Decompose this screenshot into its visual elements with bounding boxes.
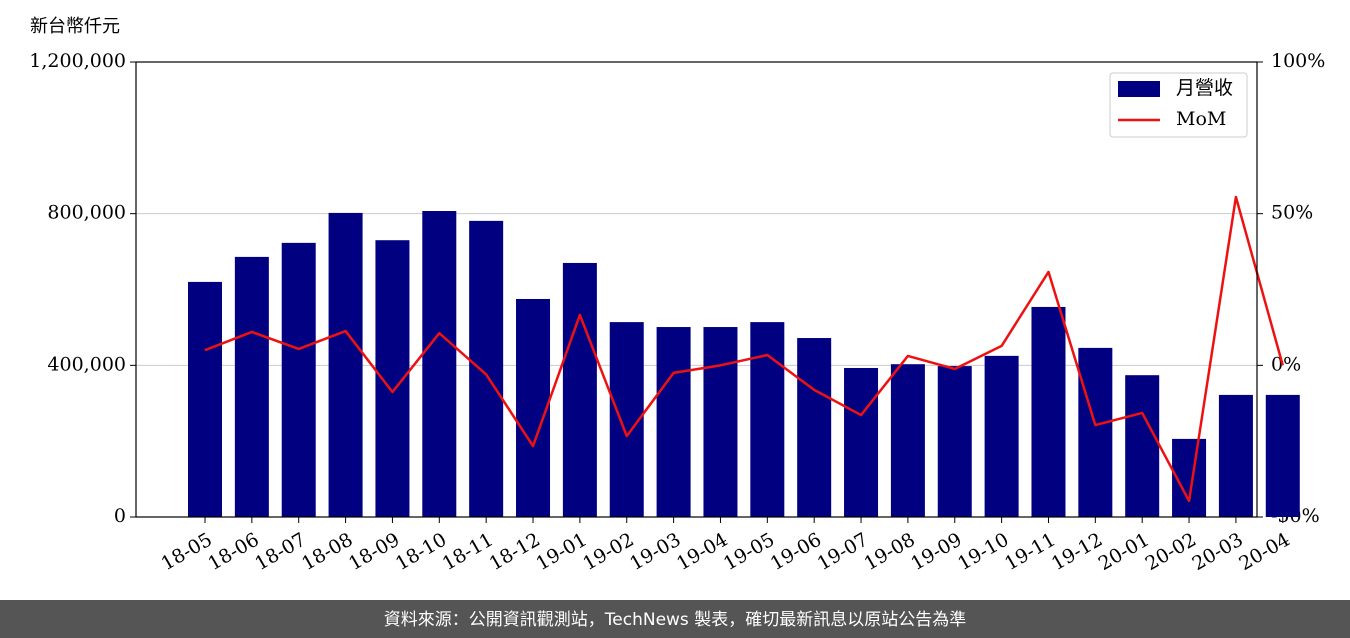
y-tick-label: 0 xyxy=(114,505,126,527)
bar xyxy=(188,281,222,517)
bar xyxy=(703,327,738,517)
bar xyxy=(328,212,363,518)
bar xyxy=(750,322,785,517)
bar xyxy=(1078,347,1113,517)
bar xyxy=(984,355,1019,517)
y-tick-label: 1,200,000 xyxy=(29,50,126,72)
bar xyxy=(656,327,691,517)
bar xyxy=(797,338,832,517)
bar xyxy=(1265,394,1300,517)
y-tick-label: 800,000 xyxy=(47,202,126,224)
y-axis-title: 新台幣仟元 xyxy=(30,16,120,37)
bar xyxy=(516,298,551,517)
bar xyxy=(422,211,457,517)
bar xyxy=(937,366,972,517)
y2-tick-label: 100% xyxy=(1271,50,1325,72)
y2-tick-label: 0% xyxy=(1271,353,1301,375)
bar xyxy=(1125,375,1160,517)
footer-bar xyxy=(0,600,1350,638)
y2-tick-label: 50% xyxy=(1271,202,1313,224)
line xyxy=(204,195,1284,503)
bar xyxy=(1218,394,1253,517)
y-tick-label: 400,000 xyxy=(47,353,126,375)
bar xyxy=(234,256,269,517)
legend-label: MoM xyxy=(1176,108,1226,130)
plot-frame xyxy=(135,61,1258,518)
bar xyxy=(469,220,504,517)
bar xyxy=(1031,306,1066,517)
bar xyxy=(281,242,316,518)
bar xyxy=(890,364,925,517)
legend-swatch xyxy=(1118,81,1160,97)
legend-label: 月營收 xyxy=(1176,77,1233,99)
footer: 資料來源：公開資訊觀測站，TechNews 製表，確切最新訊息以原站公告為準 xyxy=(384,610,966,630)
bar xyxy=(844,367,879,517)
bar xyxy=(562,262,597,517)
